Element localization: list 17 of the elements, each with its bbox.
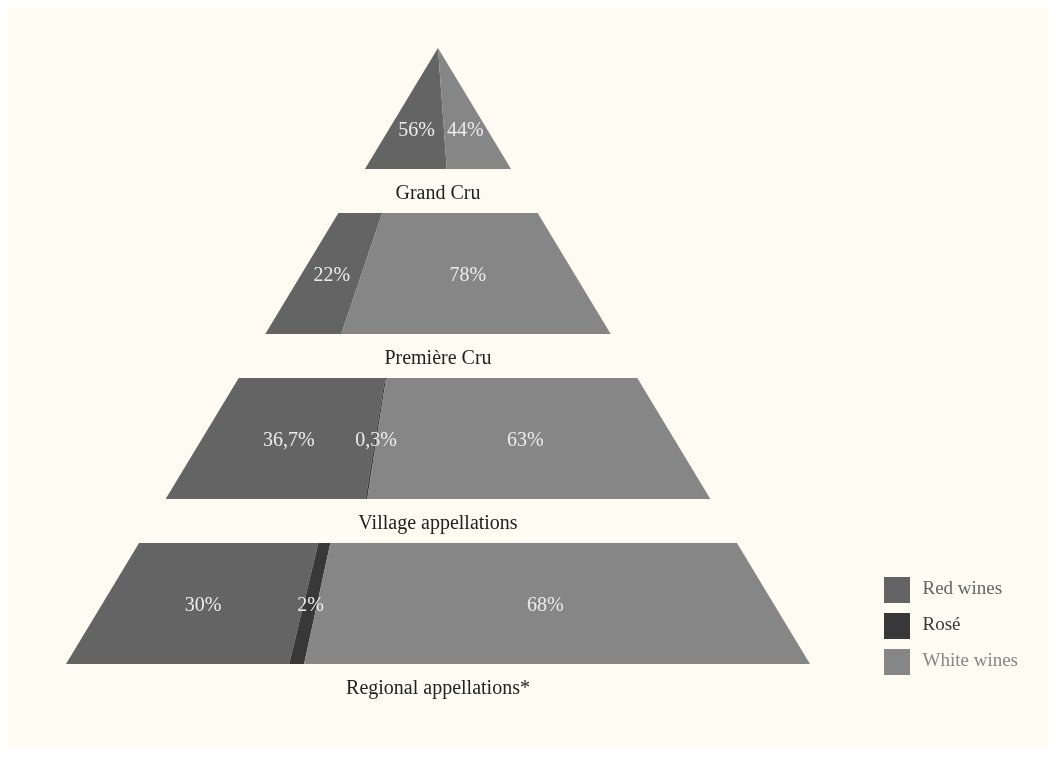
data-label: 68% <box>527 592 564 615</box>
data-label: 56% <box>398 117 435 140</box>
category-label: Première Cru <box>384 346 492 368</box>
data-label: 44% <box>446 117 484 140</box>
legend-label: Rosé <box>922 613 961 634</box>
data-label: 0,3% <box>355 427 397 450</box>
data-label: 22% <box>313 262 351 285</box>
category-label: Grand Cru <box>395 181 481 203</box>
data-label: 63% <box>506 427 544 450</box>
category-label: Regional appellations* <box>346 676 530 699</box>
category-label: Village appellations <box>358 511 518 534</box>
data-label: 2% <box>297 592 324 615</box>
legend-label: Red wines <box>922 577 1003 598</box>
data-label: 30% <box>184 592 222 615</box>
legend-label: White wines <box>922 649 1018 670</box>
data-label: 36,7% <box>262 427 315 450</box>
data-label: 78% <box>449 262 487 285</box>
